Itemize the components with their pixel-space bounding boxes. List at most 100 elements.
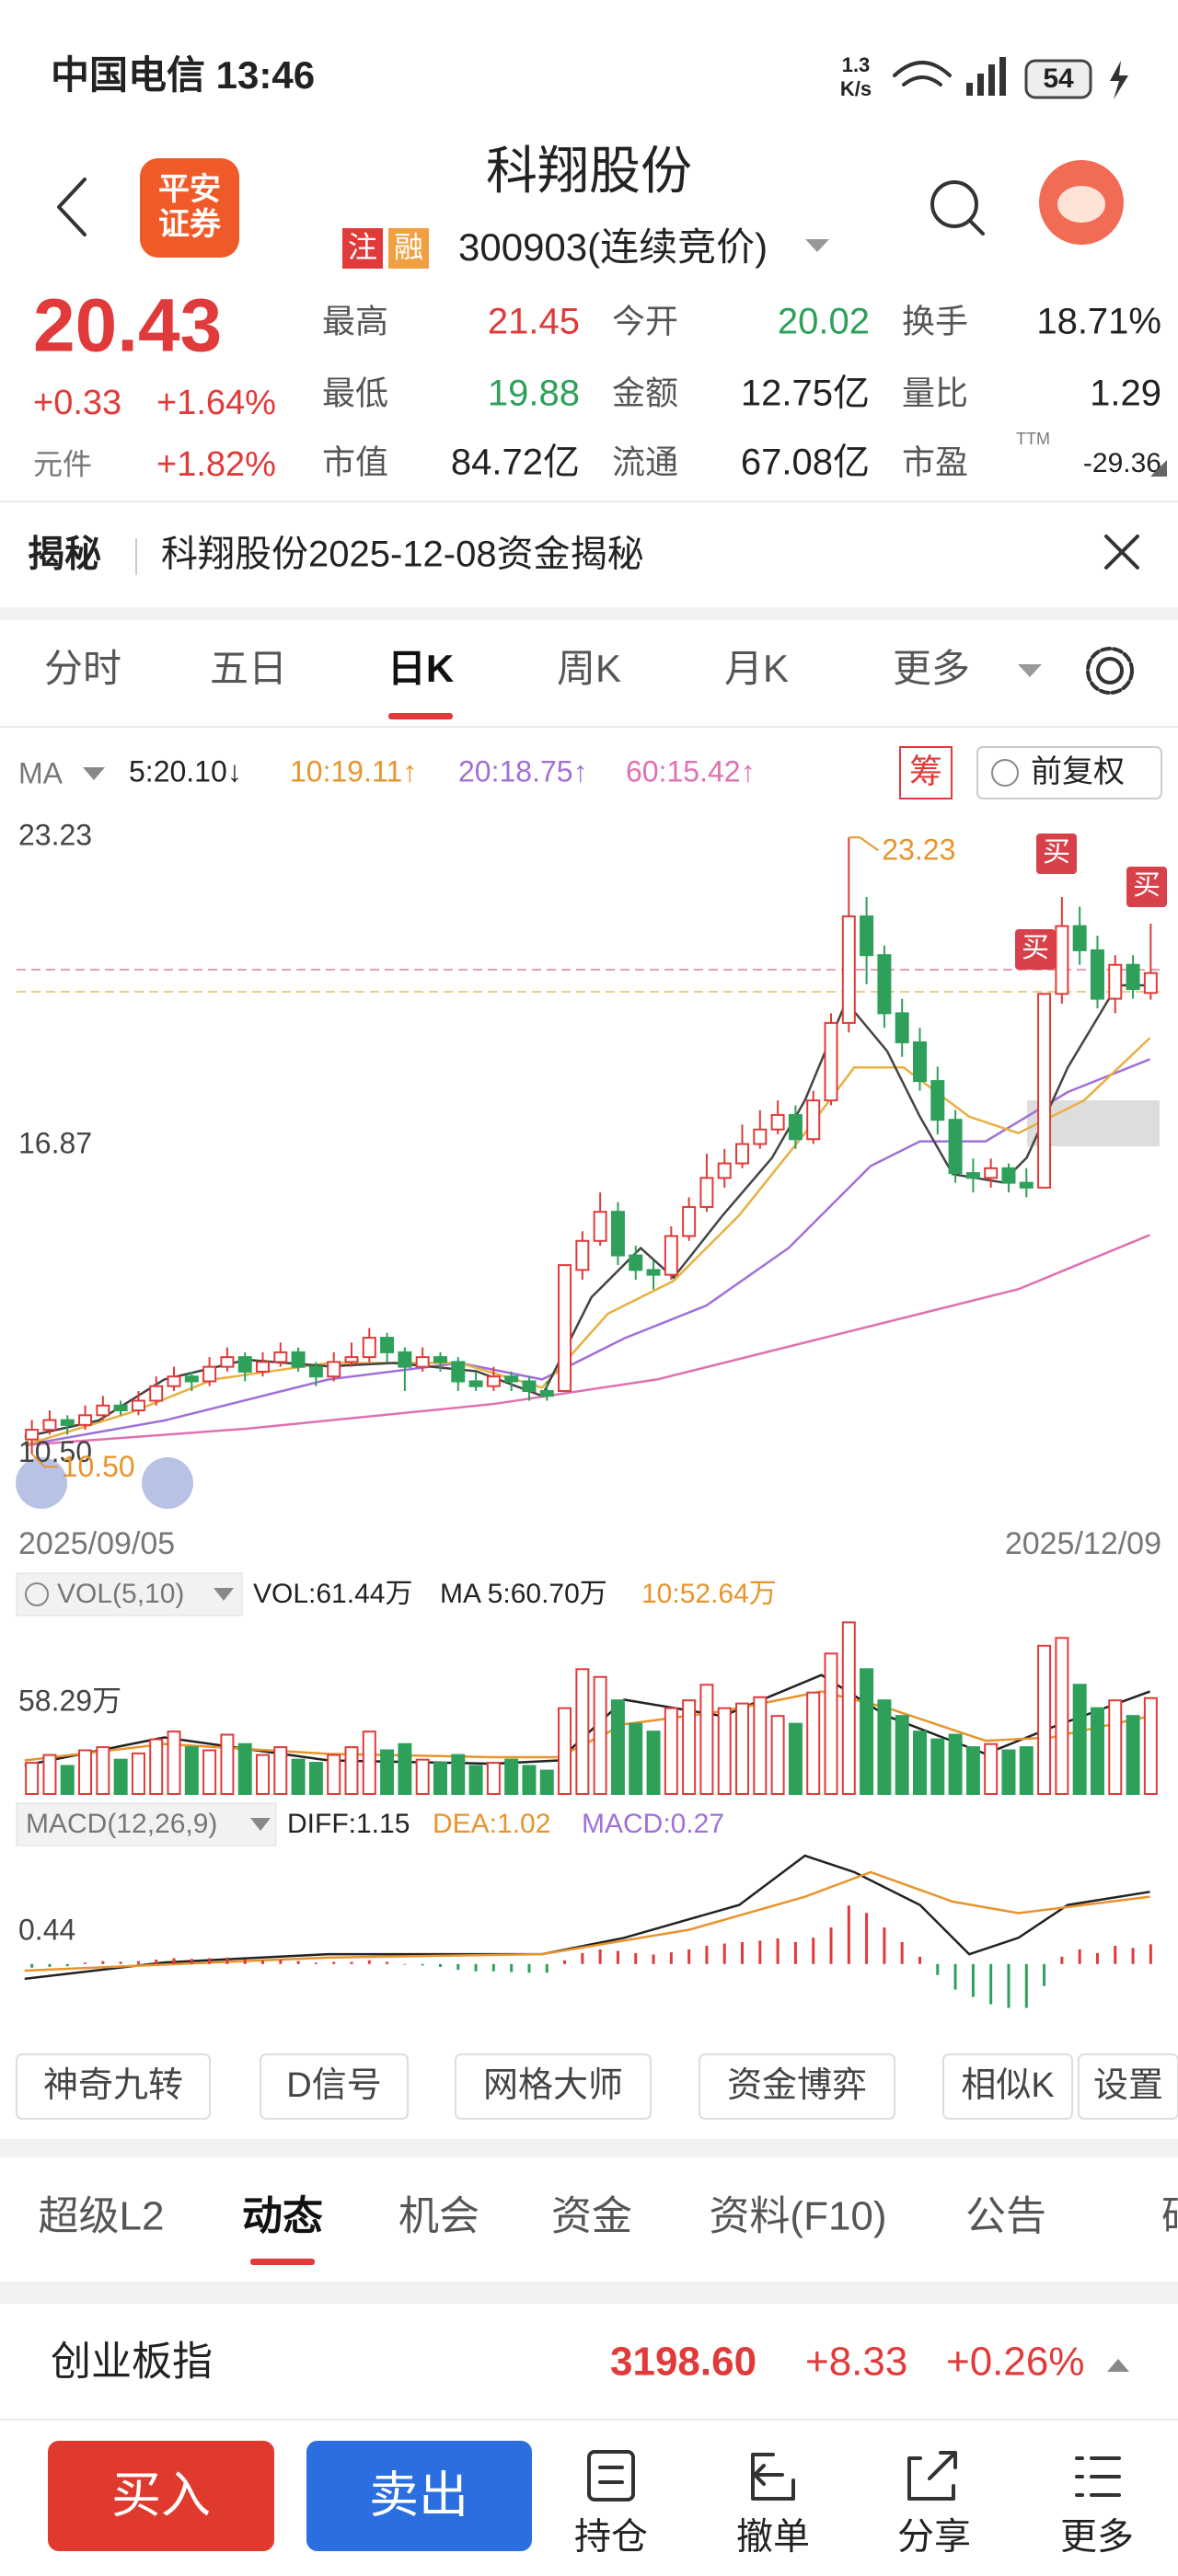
candle-body	[753, 1128, 768, 1145]
section-tab[interactable]: 超级L2	[39, 2194, 165, 2239]
macd-label: MACD(12,26,9)	[26, 1809, 217, 1839]
period-tab[interactable]: 五日	[210, 647, 287, 690]
macd-selector[interactable]	[16, 1802, 277, 1846]
period-tab[interactable]: 更多	[893, 647, 970, 690]
avatar-face	[1057, 186, 1105, 223]
tool-label: 设置	[1093, 2066, 1163, 2105]
candle-body	[273, 1351, 288, 1363]
section-tab[interactable]: 机会	[398, 2194, 479, 2239]
candle-body	[451, 1361, 466, 1383]
volume-bar	[220, 1733, 235, 1796]
volume-bar	[753, 1696, 768, 1795]
stat-label: 市值	[322, 443, 388, 481]
tool-button[interactable]	[260, 2053, 409, 2120]
candle-body	[735, 1143, 750, 1165]
volume-bar	[1143, 1696, 1158, 1796]
candle-body	[42, 1419, 57, 1432]
chart-tool-icons[interactable]	[16, 1457, 193, 1509]
stat-value: 21.45	[488, 302, 580, 342]
tool-button[interactable]	[16, 2053, 211, 2120]
adjust-label: 前复权	[1031, 754, 1125, 789]
buy-label: 买入	[111, 2467, 211, 2523]
high-pointer	[849, 836, 879, 852]
action-label[interactable]: 持仓	[574, 2517, 648, 2558]
settings-button[interactable]	[1086, 647, 1134, 695]
candle-body	[558, 1264, 572, 1392]
back-button[interactable]	[57, 178, 87, 236]
dropdown-icon[interactable]	[805, 239, 829, 252]
sell-button[interactable]	[306, 2441, 532, 2551]
volume-bar	[824, 1652, 838, 1795]
candle-body	[113, 1404, 128, 1412]
volume-bar	[308, 1762, 323, 1795]
section-tab[interactable]: 研报	[1161, 2194, 1178, 2239]
tool-button[interactable]	[942, 2053, 1073, 2120]
action-label[interactable]: 分享	[897, 2517, 971, 2558]
volume-bar	[1019, 1746, 1034, 1796]
section-tab[interactable]: 资料(F10)	[709, 2194, 886, 2239]
volume-bar	[184, 1746, 199, 1796]
ma-dropdown[interactable]	[83, 767, 105, 780]
more-dropdown[interactable]	[1018, 664, 1042, 677]
expand-icon[interactable]	[1107, 2359, 1129, 2372]
ttm-label: TTM	[1016, 430, 1050, 448]
candle-body	[682, 1205, 697, 1237]
signal-icons	[893, 57, 1006, 96]
period-tab[interactable]: 日K	[387, 647, 454, 690]
tool-label: 神奇九转	[43, 2066, 183, 2105]
close-notice[interactable]	[1104, 535, 1139, 569]
corner-mark	[1150, 460, 1167, 477]
vol-label: VOL(5,10)	[57, 1579, 184, 1609]
volume-bar	[451, 1754, 466, 1795]
volume-bar	[965, 1746, 980, 1796]
tool-button[interactable]	[1078, 2053, 1178, 2120]
tool-button[interactable]	[455, 2053, 652, 2120]
battery-level: 54	[1043, 63, 1074, 94]
buy-button[interactable]	[48, 2441, 274, 2551]
section-tab[interactable]: 公告	[965, 2194, 1046, 2239]
stat-label: 流通	[612, 443, 678, 481]
ma-label[interactable]: MA	[18, 756, 64, 789]
period-tab[interactable]: 分时	[44, 647, 121, 690]
stat-label: 今开	[612, 303, 678, 340]
candle-body	[699, 1177, 714, 1208]
tool-button[interactable]	[699, 2053, 895, 2120]
charging-icon	[1110, 61, 1128, 99]
stat-value: 12.75亿	[741, 374, 870, 414]
stat-label: 最高	[322, 303, 388, 340]
price-tick-label: 23.23	[18, 819, 92, 852]
macd-dropdown[interactable]	[250, 1818, 271, 1831]
volume-bar	[1108, 1699, 1123, 1795]
period-tab[interactable]: 周K	[557, 647, 621, 690]
search-button[interactable]	[930, 180, 985, 236]
candle-body	[25, 1429, 40, 1441]
action-icons[interactable]	[587, 2450, 1121, 2501]
volume-bar	[664, 1707, 678, 1795]
macd-stat: DIFF:1.15	[287, 1809, 410, 1839]
candle-body	[291, 1351, 306, 1368]
candle-body	[220, 1356, 235, 1368]
candle-body	[1143, 972, 1158, 995]
candle-body	[610, 1211, 625, 1257]
vol-dropdown[interactable]	[214, 1588, 234, 1601]
volume-bar	[167, 1731, 181, 1795]
candle-body	[575, 1239, 590, 1271]
tool-buttons: 神奇九转 D信号 网格大师 资金博弈 相似K 设置	[16, 2053, 1178, 2120]
vol-selector[interactable]	[16, 1572, 243, 1616]
candle-body	[1055, 925, 1069, 995]
battery	[1024, 59, 1092, 99]
notice-text[interactable]: 科翔股份2025-12-08资金揭秘	[161, 535, 644, 575]
index-change: +8.33	[805, 2340, 907, 2385]
adjust-button[interactable]	[976, 746, 1162, 799]
chip-button[interactable]	[899, 746, 953, 799]
action-label[interactable]: 更多	[1060, 2517, 1134, 2558]
gap	[0, 2282, 1178, 2304]
period-tab[interactable]: 月K	[724, 647, 789, 690]
section-tab[interactable]: 动态	[242, 2194, 323, 2239]
low-pointer	[30, 1453, 58, 1468]
section-tab[interactable]: 资金	[551, 2194, 632, 2239]
action-label[interactable]: 撤单	[736, 2517, 810, 2558]
info-icon	[25, 1582, 49, 1606]
badge-text: 注	[348, 230, 377, 263]
